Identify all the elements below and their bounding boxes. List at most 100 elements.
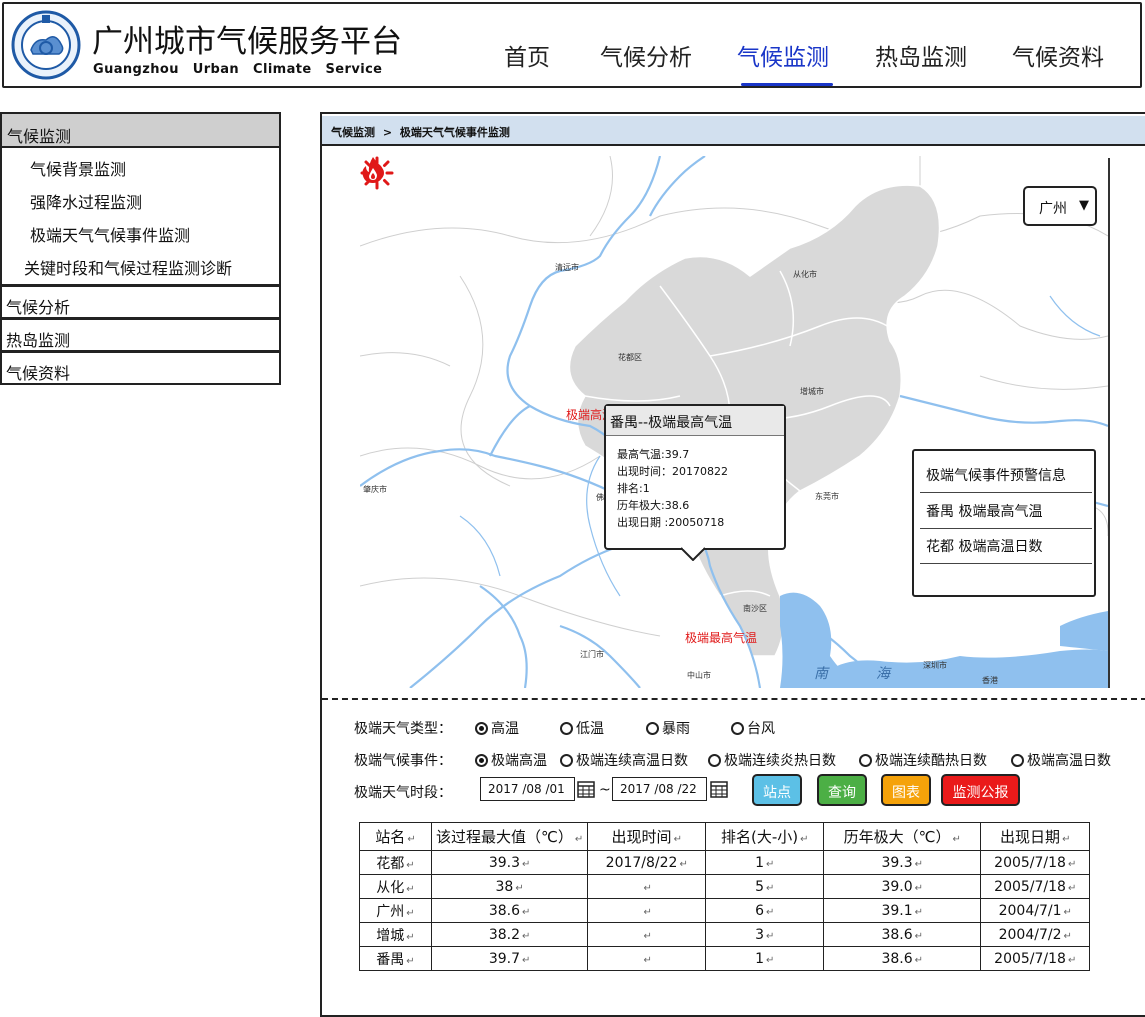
warning-row[interactable]: 花都 极端高温日数 [926,539,1043,555]
nav-home[interactable]: 首页 [504,45,550,71]
radio-dot [560,754,573,767]
table-cell: 38.6 ↵ [823,922,982,947]
climate-logo-icon [11,10,81,80]
query-button[interactable]: 查询 [817,774,867,806]
map-label-qingyuan: 清远市 [555,263,579,272]
map-right-border [1108,158,1110,688]
sidebar-section-heat-island[interactable]: 热岛监测 [0,318,281,352]
header: 广州城市气候服务平台 Guangzhou Urban Climate Servi… [2,2,1142,88]
popup-line: 出现时间：20170822 [617,465,728,478]
calendar-icon[interactable] [577,780,595,798]
warning-divider [920,492,1092,493]
radio-consecutive-hot-days[interactable]: 极端连续炎热日数 [708,750,836,770]
nav-climate-monitoring[interactable]: 气候监测 [737,45,829,71]
table-row[interactable]: 从化 ↵ 38 ↵ ↵ 5 ↵ 39.0 ↵ 2005/7/18 ↵ [359,874,1091,899]
chart-button[interactable]: 图表 [881,774,931,806]
radio-extreme-high[interactable]: 极端高温 [475,750,547,770]
warning-panel: 极端气候事件预警信息 番禺 极端最高气温 花都 极端高温日数 [912,449,1096,597]
table-cell: 2017/8/22 ↵ [587,850,707,875]
map-label-huadu: 花都区 [618,353,642,362]
date-separator: ~ [599,782,611,798]
table-cell: 6 ↵ [705,898,825,923]
map-label-conghua: 从化市 [793,270,817,279]
radio-typhoon[interactable]: 台风 [731,718,775,738]
table-cell: ↵ [587,922,707,947]
climate-event-label: 极端气候事件： [354,753,452,769]
sidebar-item-background-monitoring[interactable]: 气候背景监测 [30,160,127,179]
table-cell: 39.3 ↵ [823,850,982,875]
popup-title: 番禺--极端最高气温 [606,406,784,436]
bulletin-button[interactable]: 监测公报 [941,774,1020,806]
calendar-icon[interactable] [710,780,728,798]
popup-line: 排名:1 [617,482,650,495]
nav-heat-island[interactable]: 热岛监测 [875,45,967,71]
sidebar-section-climate-analysis[interactable]: 气候分析 [0,285,281,319]
city-select[interactable]: 广州 ▼ [1023,186,1097,226]
column-header: 该过程最大值（℃） ↵ [430,822,589,851]
nav-climate-analysis[interactable]: 气候分析 [600,45,692,71]
station-button[interactable]: 站点 [752,774,802,806]
warning-panel-title: 极端气候事件预警信息 [926,468,1066,484]
warning-row[interactable]: 番禺 极端最高气温 [926,504,1043,520]
radio-consecutive-scorching-days[interactable]: 极端连续酷热日数 [859,750,987,770]
table-row[interactable]: 广州 ↵ 38.6 ↵ ↵ 6 ↵ 39.1 ↵ 2004/7/1 ↵ [359,898,1091,923]
map-label-nansha: 南沙区 [743,604,767,613]
radio-low-temp[interactable]: 低温 [560,718,604,738]
table-cell: 花都 ↵ [359,850,432,875]
radio-high-temp[interactable]: 高温 [475,718,519,738]
map-label-jiangmen: 江门市 [580,650,604,659]
radio-rainstorm[interactable]: 暴雨 [646,718,690,738]
column-header: 历年极大（℃） ↵ [823,822,982,851]
column-header: 排名(大-小) ↵ [705,822,825,851]
sidebar-item-heavy-rain[interactable]: 强降水过程监测 [30,193,143,212]
fire-marker-label: 极端最高气温 [685,631,758,645]
table-cell: 39.0 ↵ [823,874,982,899]
radio-consecutive-high-days[interactable]: 极端连续高温日数 [560,750,688,770]
map-label-zhaoqing: 肇庆市 [363,485,387,494]
map-label-zhongshan: 中山市 [687,671,711,680]
sidebar-item-key-period-diagnosis[interactable]: 关键时段和气候过程监测诊断 [24,259,233,278]
sidebar-item-extreme-events[interactable]: 极端天气气候事件监测 [30,226,191,245]
table-cell: ↵ [587,898,707,923]
table-cell: 广州 ↵ [359,898,432,923]
column-header: 出现日期 ↵ [980,822,1091,851]
radio-high-temp-days[interactable]: 极端高温日数 [1011,750,1111,770]
radio-dot [859,754,872,767]
site-subtitle: Guangzhou Urban Climate Service Platform [93,62,395,77]
table-cell: 38.6 ↵ [823,946,982,971]
radio-label: 极端连续高温日数 [576,753,688,769]
table-cell: ↵ [587,874,707,899]
table-row[interactable]: 花都 ↵ 39.3 ↵ 2017/8/22 ↵ 1 ↵ 39.3 ↵ 2005/7/18 ↵ [359,850,1091,875]
map-label-hongkong: 香港 [982,676,998,685]
radio-label: 极端高温 [491,753,547,769]
table-cell: 2004/7/1 ↵ [980,898,1091,923]
site-title: 广州城市气候服务平台 [92,24,402,60]
column-header: 站名 ↵ [359,822,432,851]
table-row[interactable]: 增城 ↵ 38.2 ↵ ↵ 3 ↵ 38.6 ↵ 2004/7/2 ↵ [359,922,1091,947]
sidebar-section-climate-monitoring[interactable]: 气候监测 [0,112,281,148]
table-cell: 3 ↵ [705,922,825,947]
radio-dot [646,722,659,735]
radio-label: 极端连续炎热日数 [724,753,836,769]
popup-line: 最高气温:39.7 [617,448,690,461]
table-cell: 38.6 ↵ [430,898,589,923]
nav-climate-data[interactable]: 气候资料 [1012,45,1104,71]
map-label-fo: 佛 [596,493,604,502]
map-label-sea-nan: 南 [814,666,828,682]
map-view[interactable]: 清远市 从化市 花都区 增城市 肇庆市 佛 东莞市 南沙区 江门市 中山市 深圳… [360,156,1108,688]
table-cell: 38.2 ↵ [430,922,589,947]
fire-marker-icon[interactable] [360,156,386,184]
breadcrumb-current: 极端天气气候事件监测 [399,126,510,139]
breadcrumb-parent[interactable]: 气候监测 [331,126,375,139]
section-divider [322,698,1145,700]
date-from-input[interactable]: 2017 /08 /01 [480,777,575,801]
radio-dot [475,754,488,767]
weather-type-label: 极端天气类型： [354,721,452,737]
table-row[interactable]: 番禺 ↵ 39.7 ↵ ↵ 1 ↵ 38.6 ↵ 2005/7/18 ↵ [359,946,1091,971]
table-cell: 39.1 ↵ [823,898,982,923]
city-select-value: 广州 [1039,201,1067,217]
table-cell: 番禺 ↵ [359,946,432,971]
date-to-input[interactable]: 2017 /08 /22 [612,777,707,801]
sidebar-section-climate-data[interactable]: 气候资料 [0,351,281,385]
radio-label: 低温 [576,721,604,737]
